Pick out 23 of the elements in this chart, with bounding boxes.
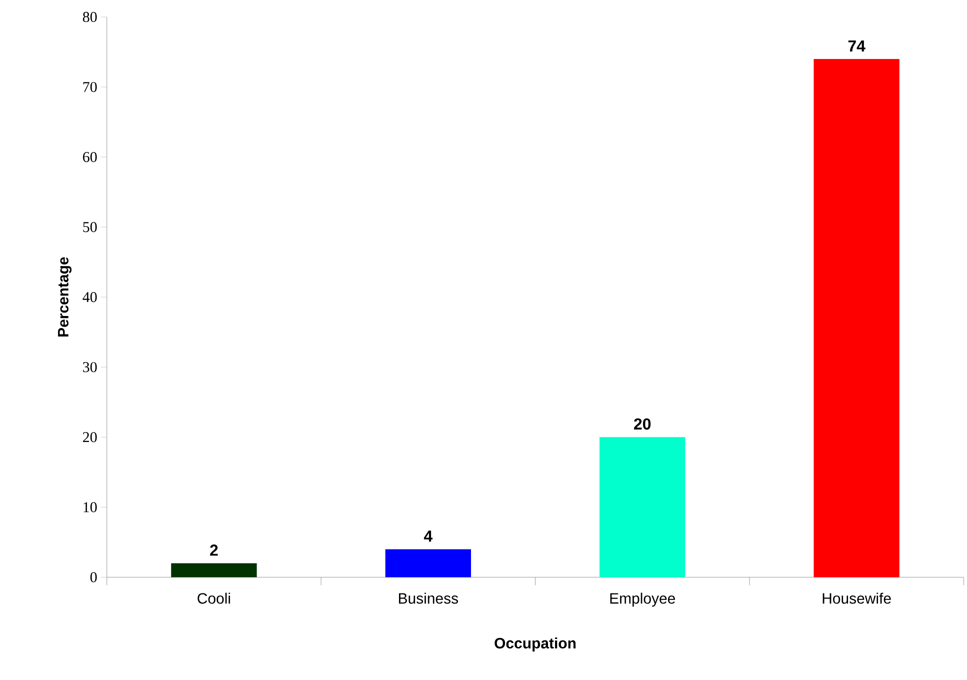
x-tick-label: Business [399, 592, 458, 604]
y-tick-label: 20 [83, 432, 97, 442]
y-tick-label: 0 [90, 572, 97, 582]
bar [814, 58, 900, 578]
y-tick-label: 40 [82, 292, 97, 302]
x-tick-label: Cooli [198, 592, 230, 604]
data-label: 74 [848, 40, 866, 52]
bar [600, 437, 686, 578]
data-label: 4 [424, 530, 433, 542]
x-tick-label: Employee [610, 592, 675, 607]
y-tick-label: 60 [83, 152, 97, 162]
x-tick-label: Housewife [822, 592, 891, 604]
x-axis-title: Occupation [494, 637, 576, 652]
data-label: 20 [634, 418, 651, 430]
y-tick-label: 80 [82, 12, 97, 22]
y-tick-label: 50 [83, 222, 97, 232]
y-axis-title: Percentage [58, 257, 72, 336]
bar [171, 563, 257, 578]
bar [385, 549, 472, 578]
y-tick-label: 10 [84, 502, 97, 512]
data-label: 2 [210, 544, 218, 556]
y-tick-label: 70 [83, 82, 97, 92]
y-tick-label: 30 [83, 362, 97, 372]
